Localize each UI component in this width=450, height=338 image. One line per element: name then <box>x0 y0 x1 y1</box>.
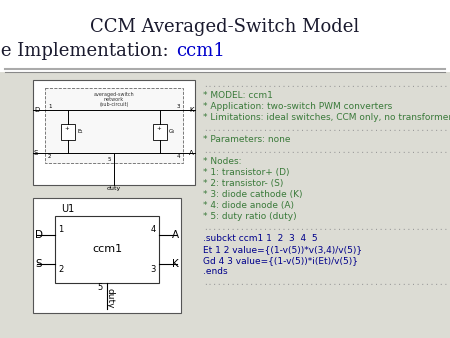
Bar <box>45 88 183 163</box>
Text: ............................................................: ........................................… <box>203 80 450 89</box>
Text: S: S <box>35 259 41 269</box>
Text: K: K <box>189 107 194 113</box>
Text: S: S <box>34 150 38 156</box>
Text: * Application: two-switch PWM converters: * Application: two-switch PWM converters <box>203 102 392 111</box>
Text: * Nodes:: * Nodes: <box>203 157 242 166</box>
Text: * Limitations: ideal switches, CCM only, no transformer: * Limitations: ideal switches, CCM only,… <box>203 113 450 122</box>
Bar <box>33 80 195 185</box>
Text: +: + <box>157 126 162 131</box>
Text: * MODEL: ccm1: * MODEL: ccm1 <box>203 91 273 100</box>
Text: 1: 1 <box>48 104 51 109</box>
Text: ccm1: ccm1 <box>92 244 122 255</box>
Text: A: A <box>172 230 179 240</box>
Text: D: D <box>35 230 43 240</box>
Text: G₂: G₂ <box>169 129 176 134</box>
Text: D: D <box>34 107 39 113</box>
Text: ccm1: ccm1 <box>176 42 225 60</box>
Text: 5: 5 <box>108 157 111 162</box>
Text: 2: 2 <box>58 265 63 274</box>
Text: * 4: diode anode (A): * 4: diode anode (A) <box>203 201 294 210</box>
Bar <box>0 0 450 72</box>
Text: A: A <box>189 150 194 156</box>
Text: * 1: transistor+ (D): * 1: transistor+ (D) <box>203 168 289 177</box>
Text: ............................................................: ........................................… <box>203 146 450 155</box>
Text: * 2: transistor- (S): * 2: transistor- (S) <box>203 179 284 188</box>
Text: * 5: duty ratio (duty): * 5: duty ratio (duty) <box>203 212 297 221</box>
Text: duty: duty <box>107 186 121 191</box>
Text: (sub-circuit): (sub-circuit) <box>99 102 129 107</box>
Text: ............................................................: ........................................… <box>203 124 450 133</box>
Text: U1: U1 <box>61 204 74 214</box>
Text: 4: 4 <box>176 154 180 159</box>
Bar <box>153 123 167 140</box>
Text: duty: duty <box>105 288 114 308</box>
Text: Gd 4 3 value={(1-v(5))*i(Et)/v(5)}: Gd 4 3 value={(1-v(5))*i(Et)/v(5)} <box>203 256 358 265</box>
Text: E₁: E₁ <box>77 129 82 134</box>
Text: 4: 4 <box>151 225 156 234</box>
Text: 1: 1 <box>58 225 63 234</box>
Text: averaged-switch: averaged-switch <box>94 92 134 97</box>
Text: CCM Averaged-Switch Model: CCM Averaged-Switch Model <box>90 18 360 36</box>
Bar <box>61 123 75 140</box>
Bar <box>33 198 181 313</box>
Text: 2: 2 <box>48 154 51 159</box>
Text: .ends: .ends <box>203 267 228 276</box>
Text: +: + <box>65 126 69 131</box>
Bar <box>55 216 159 283</box>
Bar <box>0 72 450 338</box>
Text: 3: 3 <box>176 104 180 109</box>
Text: network: network <box>104 97 124 102</box>
Text: Et 1 2 value={(1-v(5))*v(3,4)/v(5)}: Et 1 2 value={(1-v(5))*v(3,4)/v(5)} <box>203 245 362 254</box>
Text: 5: 5 <box>98 283 103 291</box>
Text: * Parameters: none: * Parameters: none <box>203 135 291 144</box>
Text: ............................................................: ........................................… <box>203 223 450 232</box>
Text: 3: 3 <box>151 265 156 274</box>
Text: K: K <box>172 259 179 269</box>
Text: PSpice Implementation:: PSpice Implementation: <box>0 42 174 60</box>
Text: ............................................................: ........................................… <box>203 278 450 287</box>
Text: .subckt ccm1 1  2  3  4  5: .subckt ccm1 1 2 3 4 5 <box>203 234 318 243</box>
Text: * 3: diode cathode (K): * 3: diode cathode (K) <box>203 190 302 199</box>
